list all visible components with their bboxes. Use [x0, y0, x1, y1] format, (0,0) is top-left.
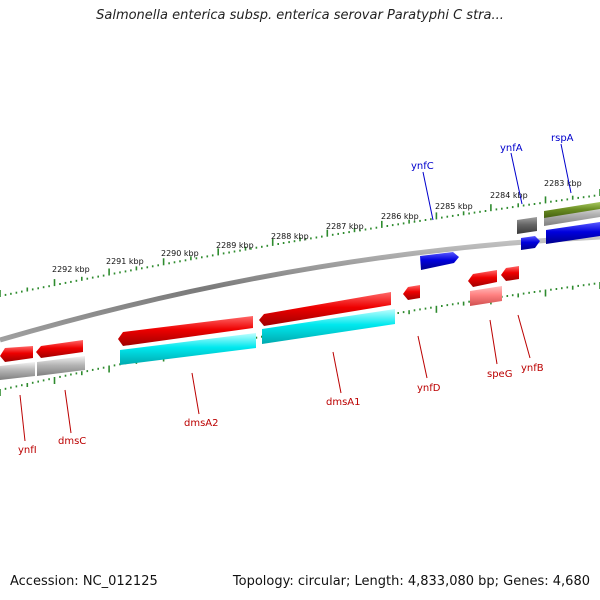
top-label-leaders — [422, 143, 572, 221]
ruler-label: 2292 kbp — [52, 265, 90, 274]
gene-feature[interactable] — [36, 340, 83, 358]
gene-label-ynfA[interactable]: ynfA — [500, 143, 523, 154]
leader-line — [489, 319, 498, 365]
gene-feature[interactable] — [262, 309, 395, 344]
ruler-label: 2283 kbp — [544, 179, 582, 188]
gene-label-dmsA1[interactable]: dmsA1 — [326, 397, 361, 408]
gene-feature[interactable] — [521, 236, 540, 250]
accession-text: Accession: NC_012125 — [10, 574, 158, 589]
gene-feature[interactable] — [470, 286, 502, 306]
ruler-label: 2285 kbp — [435, 202, 473, 211]
bottom-label-leaders — [19, 314, 531, 442]
ruler-label: 2288 kbp — [271, 232, 309, 241]
gene-feature[interactable] — [37, 356, 85, 376]
gene-feature[interactable] — [403, 285, 420, 300]
gene-feature[interactable] — [118, 316, 253, 346]
ruler-label: 2286 kbp — [381, 212, 419, 221]
ruler-label: 2290 kbp — [161, 249, 199, 258]
gene-feature[interactable] — [259, 292, 391, 326]
gene-label-ynfC[interactable]: ynfC — [411, 161, 434, 172]
map-title: Salmonella enterica subsp. enterica sero… — [96, 8, 504, 23]
gene-feature[interactable] — [501, 266, 519, 281]
gene-label-ynfD[interactable]: ynfD — [417, 383, 441, 394]
gene-feature[interactable] — [468, 270, 497, 287]
leader-line — [19, 394, 26, 442]
gene-feature[interactable] — [420, 252, 459, 270]
leader-line — [332, 351, 342, 394]
genome-summary-text: Topology: circular; Length: 4,833,080 bp… — [232, 574, 590, 589]
gene-feature[interactable] — [546, 222, 600, 244]
gene-label-speG[interactable]: speG — [487, 369, 512, 380]
gene-label-dmsA2[interactable]: dmsA2 — [184, 418, 219, 429]
genome-backbone — [0, 234, 600, 343]
gene-label-dmsC[interactable]: dmsC — [58, 436, 86, 447]
leader-line — [510, 152, 523, 205]
leader-line — [560, 143, 572, 194]
ruler-label: 2287 kbp — [326, 222, 364, 231]
leader-line — [191, 372, 200, 415]
leader-line — [422, 171, 434, 221]
gene-feature[interactable] — [544, 202, 600, 218]
ruler-label: 2289 kbp — [216, 241, 254, 250]
gene-label-rspA[interactable]: rspA — [551, 133, 574, 144]
ruler-ticks-top — [0, 189, 600, 297]
ruler-labels: 2292 kbp 2291 kbp 2290 kbp 2289 kbp 2288… — [52, 179, 582, 274]
gene-feature[interactable] — [120, 333, 256, 365]
gene-feature[interactable] — [0, 362, 35, 380]
leader-line — [517, 314, 531, 359]
gene-label-ynfB[interactable]: ynfB — [521, 363, 544, 374]
gene-feature[interactable] — [0, 346, 33, 362]
ruler-label: 2284 kbp — [490, 191, 528, 200]
gene-feature[interactable] — [517, 217, 537, 234]
ruler-label: 2291 kbp — [106, 257, 144, 266]
leader-line — [64, 389, 72, 434]
gene-label-ynfI[interactable]: ynfI — [18, 445, 37, 456]
leader-line — [417, 335, 428, 379]
